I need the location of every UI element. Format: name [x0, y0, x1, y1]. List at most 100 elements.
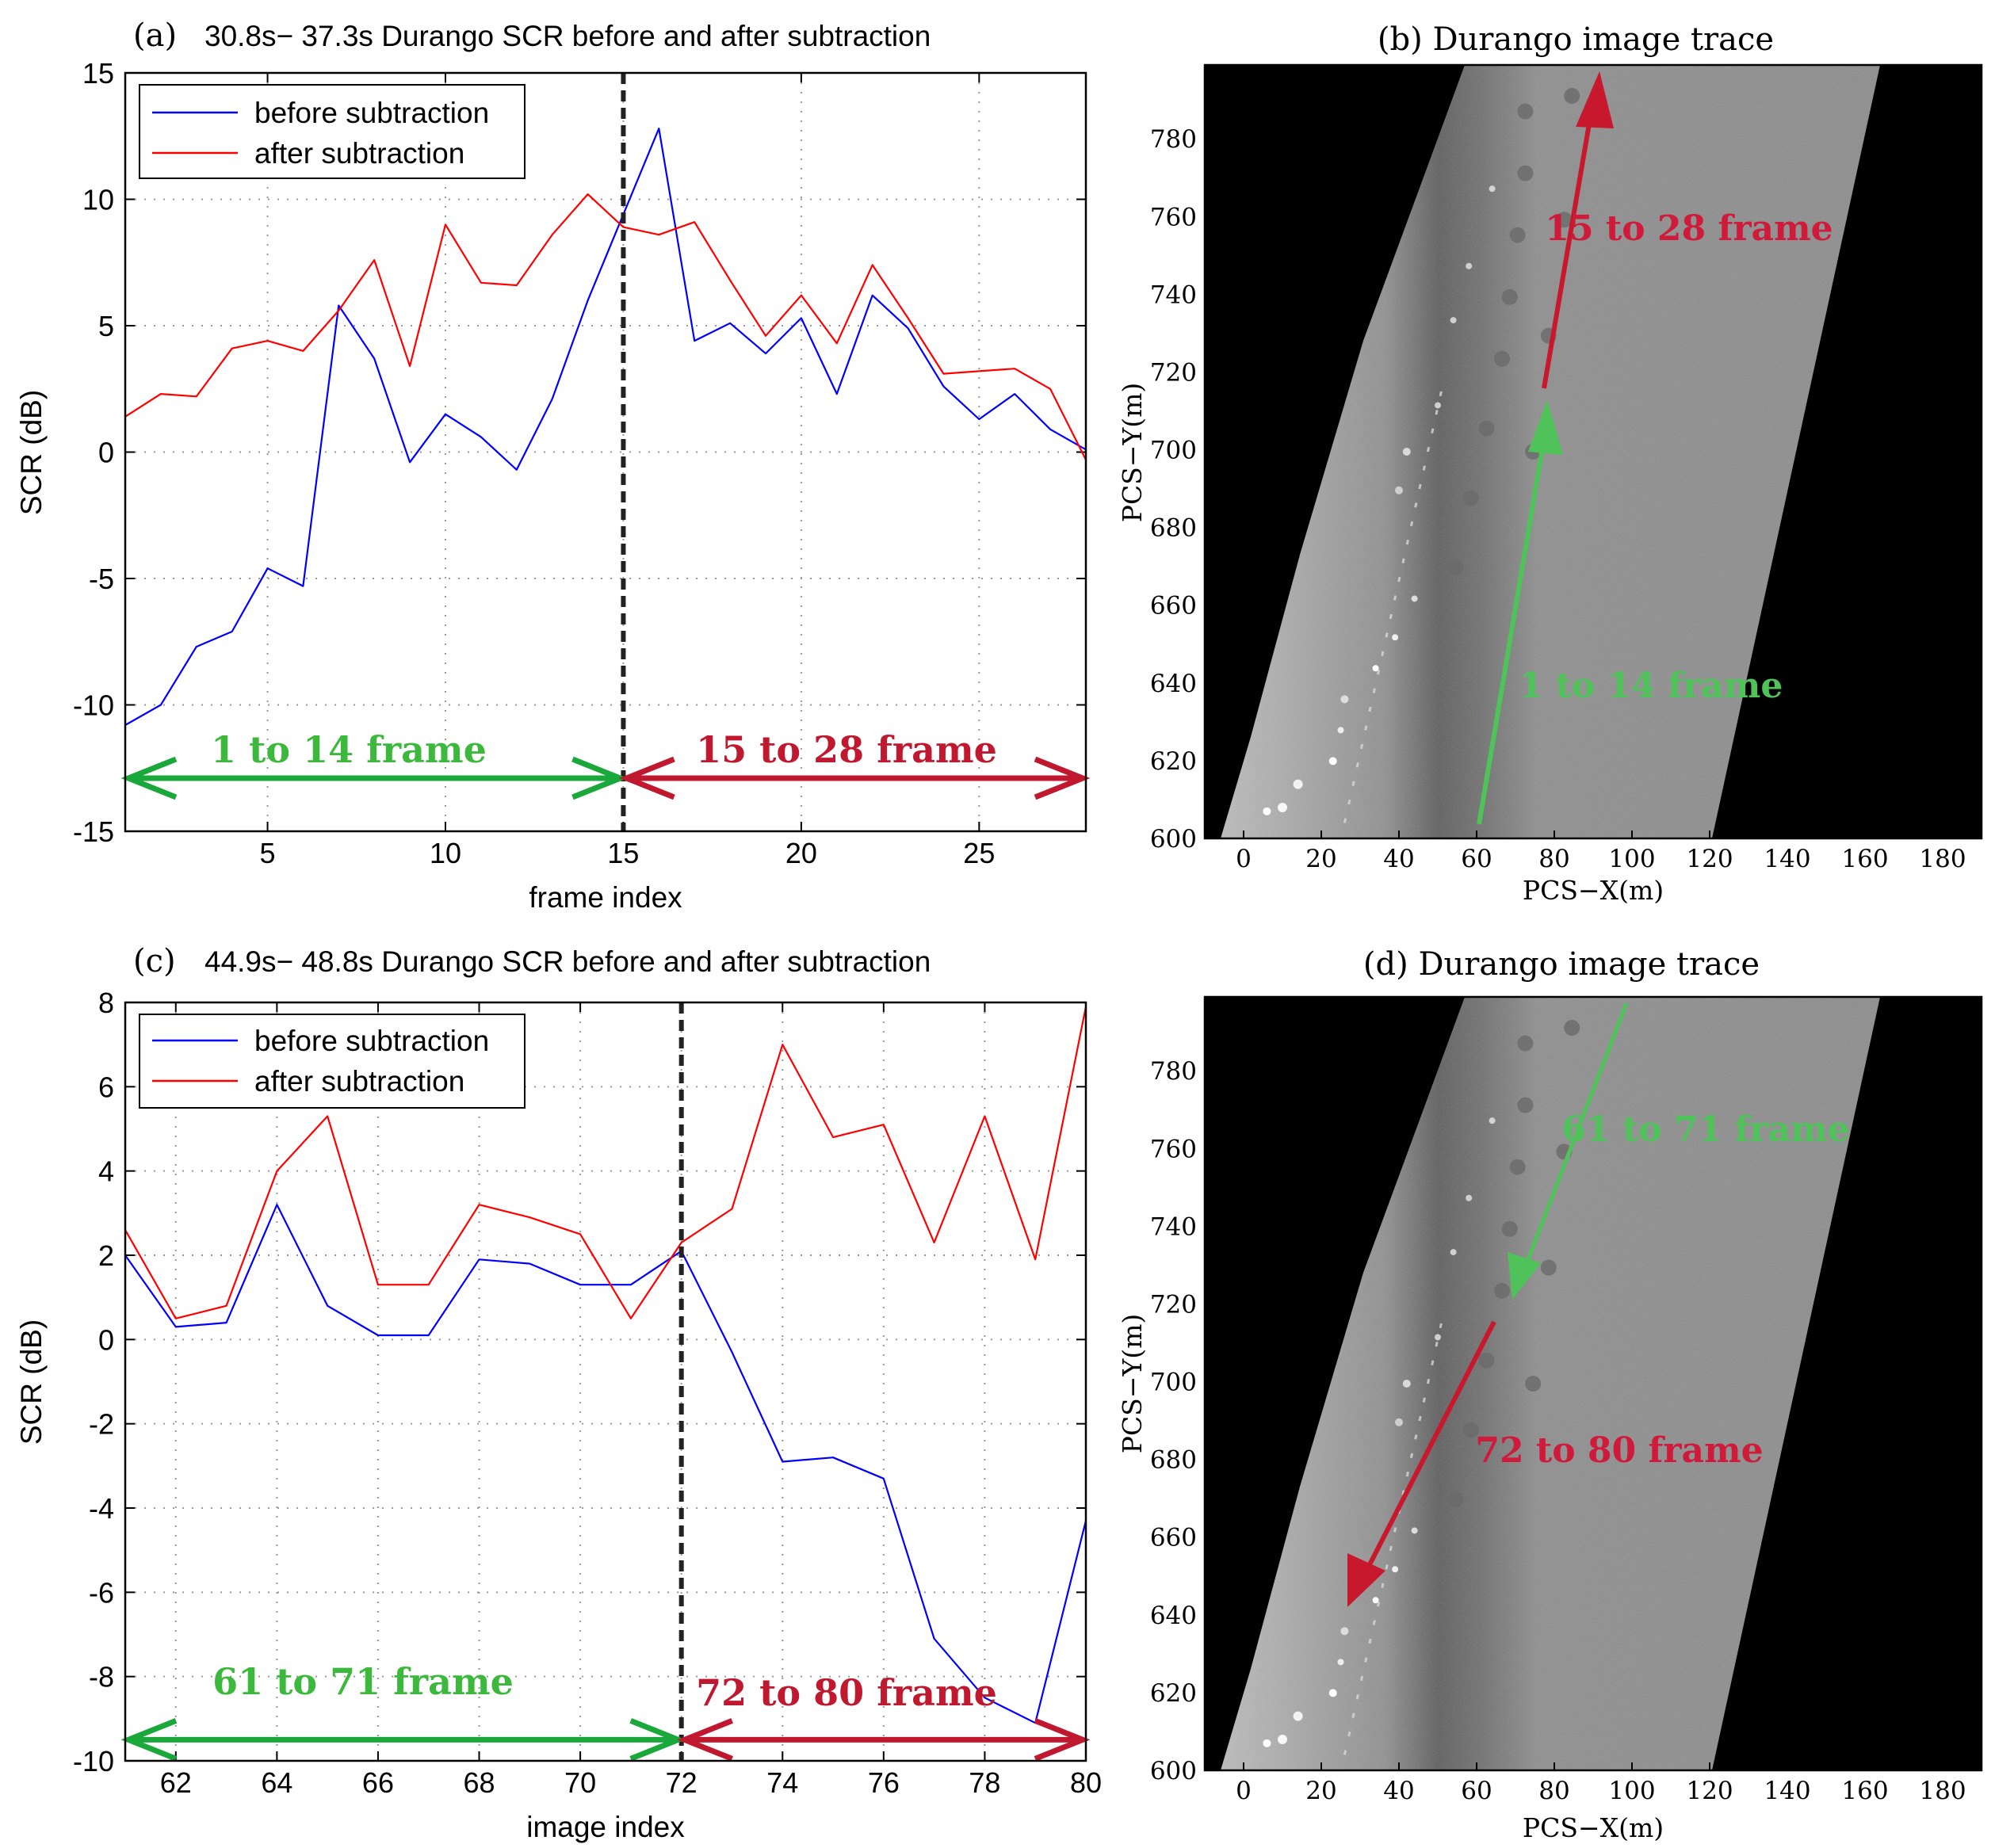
image-title-d: (d) Durango image trace — [1363, 946, 1760, 983]
range-arrow-red-head-left — [677, 1718, 733, 1762]
bright-target — [1395, 1418, 1403, 1426]
x-tick-label: 80 — [1070, 1766, 1102, 1799]
x-axis-label-a: frame index — [529, 881, 682, 914]
x-tick-label: 70 — [564, 1766, 596, 1799]
image-frame-d — [1203, 995, 1983, 1772]
dark-blob — [1564, 88, 1580, 105]
x-tick-label: 40 — [1383, 845, 1414, 873]
bright-target — [1435, 1334, 1441, 1341]
image-title-b: (b) Durango image trace — [1378, 21, 1774, 58]
y-tick-label: 760 — [1150, 1135, 1197, 1163]
trace-arrow-red-b — [1542, 90, 1597, 389]
bright-target — [1489, 185, 1496, 193]
legend-a: before subtraction after subtraction — [139, 84, 526, 179]
bright-target — [1278, 1734, 1287, 1744]
y-tick-label: 8 — [98, 987, 114, 1019]
trace-image-b: (b) Durango image trace 0 20 40 60 80 100 120 1… — [1117, 21, 1983, 906]
dark-blob — [1462, 1422, 1479, 1438]
x-tick-label: 120 — [1686, 845, 1733, 873]
legend-box-c — [139, 1014, 526, 1109]
y-tick-label: -10 — [73, 1745, 114, 1777]
dark-blob — [1517, 1035, 1534, 1052]
bright-target — [1328, 1689, 1337, 1697]
x-tick-label: 68 — [464, 1766, 495, 1799]
range-arrow-red-head-right — [1034, 1718, 1091, 1762]
y-tick-label: 700 — [1150, 1369, 1197, 1397]
bright-target — [1411, 1527, 1418, 1534]
bright-target — [1466, 1194, 1473, 1201]
bright-target — [1489, 1117, 1496, 1124]
dark-blob — [1501, 1220, 1518, 1237]
dark-blob — [1478, 420, 1495, 437]
bright-target — [1340, 695, 1349, 704]
bright-target — [1450, 1249, 1457, 1256]
bright-target — [1392, 1566, 1399, 1573]
y-tick-label: 10 — [82, 184, 114, 216]
x-tick-label: 78 — [969, 1766, 1000, 1799]
frame-range-arrows-c — [120, 1718, 1091, 1762]
bright-targets-d — [1263, 1020, 1580, 1755]
y-tick-label: 720 — [1150, 1290, 1197, 1319]
x-tick-label: 40 — [1383, 1777, 1414, 1805]
sar-strip-grain-d — [1221, 997, 1880, 1770]
x-tick-label: 120 — [1686, 1777, 1733, 1805]
dark-blob — [1540, 1259, 1557, 1276]
tick-labels-d: 0 20 40 60 80 100 120 140 160 180 600 620 640 660 680 7… — [1150, 1057, 1966, 1805]
x-tick-label: 20 — [1305, 845, 1336, 873]
image-title-text-d: Durango image trace — [1418, 946, 1760, 983]
range-arrow-red-head-left — [619, 756, 675, 800]
series-after-line — [124, 1006, 1087, 1319]
bright-target — [1337, 1659, 1344, 1666]
bright-target — [1263, 1739, 1271, 1747]
x-tick-label: 72 — [666, 1766, 697, 1799]
series-before-line — [124, 128, 1087, 726]
x-tick-label: 5 — [260, 837, 276, 869]
series-a — [124, 128, 1087, 726]
trace-arrowhead-red-d — [1347, 1553, 1385, 1607]
range-arrow-green-head-left — [120, 1718, 178, 1762]
frame-range-arrows-a — [120, 756, 1091, 800]
image-title-text-b: Durango image trace — [1432, 21, 1774, 58]
y-tick-label: 620 — [1150, 747, 1197, 776]
x-tick-label: 140 — [1764, 845, 1810, 873]
y-tick-label: 760 — [1150, 203, 1197, 231]
trace-arrow-green-d — [1519, 1002, 1629, 1277]
bright-target — [1372, 1597, 1379, 1604]
bright-target — [1263, 807, 1271, 815]
y-tick-label: -5 — [89, 563, 114, 595]
x-tick-label: 64 — [261, 1766, 292, 1799]
y-axis-label-b: PCS−Y(m) — [1117, 383, 1148, 523]
x-tick-label: 25 — [963, 837, 995, 869]
dark-blob — [1556, 212, 1573, 228]
bright-target — [1328, 757, 1337, 766]
x-tick-label: 15 — [607, 837, 639, 869]
x-tick-label: 140 — [1764, 1777, 1810, 1805]
legend-after-a: after subtraction — [254, 137, 464, 170]
image-frame-b — [1203, 63, 1983, 840]
y-tick-label: 700 — [1150, 437, 1197, 465]
x-axis-label-d: PCS−X(m) — [1523, 1812, 1664, 1843]
x-tick-label: 60 — [1461, 1777, 1492, 1805]
chart-title-c: 44.9s− 48.8s Durango SCR before and afte… — [204, 945, 931, 978]
x-tick-label: 160 — [1841, 1777, 1888, 1805]
axes-frame-a — [124, 71, 1087, 833]
bright-target — [1340, 1627, 1349, 1636]
legend-c: before subtraction after subtraction — [139, 1014, 526, 1109]
y-tick-label: 600 — [1150, 1757, 1197, 1785]
x-tick-label: 80 — [1538, 1777, 1569, 1805]
y-tick-label: -6 — [89, 1576, 114, 1609]
bright-target — [1392, 634, 1399, 641]
y-tick-label: -2 — [89, 1408, 114, 1441]
y-tick-label: 680 — [1150, 1446, 1197, 1475]
bright-target — [1372, 665, 1379, 672]
x-tick-label: 74 — [766, 1766, 798, 1799]
y-tick-label: 640 — [1150, 1602, 1197, 1630]
y-tick-label: 640 — [1150, 670, 1197, 698]
x-tick-label: 76 — [868, 1766, 900, 1799]
range-arrow-red-head-right — [1034, 756, 1091, 800]
x-tick-label: 180 — [1919, 1777, 1966, 1805]
series-c — [124, 1006, 1087, 1724]
dark-blob — [1564, 1020, 1580, 1037]
